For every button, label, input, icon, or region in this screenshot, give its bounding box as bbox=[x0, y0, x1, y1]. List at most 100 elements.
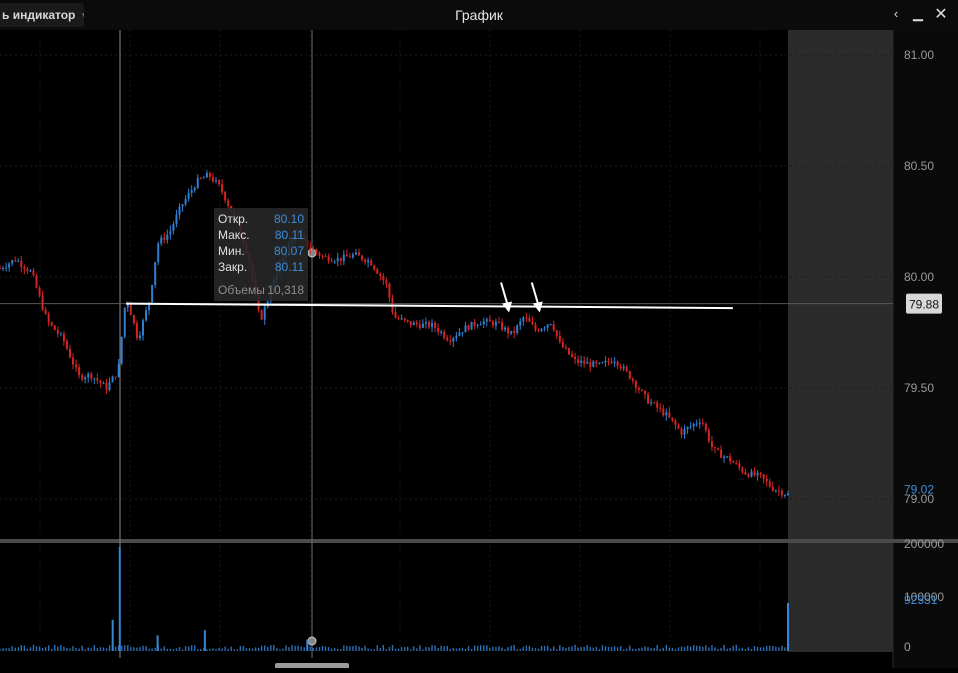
candle bbox=[516, 325, 519, 333]
candle bbox=[662, 408, 665, 416]
chevron-left-icon[interactable]: ‹ bbox=[893, 6, 899, 21]
candle bbox=[184, 198, 187, 205]
candle bbox=[653, 402, 656, 404]
candle bbox=[485, 319, 488, 322]
candle bbox=[604, 360, 607, 363]
candle bbox=[601, 362, 604, 364]
candle bbox=[507, 327, 510, 334]
candle bbox=[589, 362, 592, 367]
annotation-arrow-head bbox=[502, 301, 513, 313]
volume-axis-tick-label: 100000 bbox=[904, 590, 944, 604]
candle bbox=[351, 254, 354, 258]
candle bbox=[561, 341, 564, 348]
horizontal-scrollbar-thumb[interactable] bbox=[275, 663, 349, 668]
volume-value: 10,318 bbox=[267, 283, 304, 297]
candle bbox=[11, 260, 14, 264]
volume-axis-tick-label: 0 bbox=[904, 640, 911, 654]
candle bbox=[151, 285, 154, 303]
candle bbox=[8, 263, 11, 268]
candle bbox=[449, 340, 452, 342]
window-title: График bbox=[455, 7, 503, 23]
volume-axis-tick-label: 200000 bbox=[904, 537, 944, 551]
close-icon[interactable]: ✕ bbox=[934, 6, 948, 23]
candle bbox=[141, 320, 144, 336]
candle bbox=[59, 333, 62, 335]
candle bbox=[388, 283, 391, 298]
candle bbox=[415, 322, 418, 325]
candle bbox=[333, 261, 336, 263]
candle bbox=[427, 322, 430, 328]
candle bbox=[2, 268, 5, 270]
candle bbox=[202, 177, 205, 179]
candle bbox=[102, 382, 105, 384]
candle bbox=[692, 423, 695, 427]
candle bbox=[695, 423, 698, 425]
candle bbox=[665, 412, 668, 416]
candle bbox=[656, 402, 659, 408]
candle bbox=[771, 486, 774, 491]
candle bbox=[744, 472, 747, 475]
candle bbox=[20, 260, 23, 267]
candle bbox=[96, 378, 99, 381]
candle bbox=[738, 463, 741, 468]
candle bbox=[488, 319, 491, 322]
candle bbox=[497, 321, 500, 323]
candle bbox=[528, 317, 531, 322]
candle bbox=[126, 302, 129, 308]
candle bbox=[218, 180, 221, 185]
candle bbox=[394, 312, 397, 318]
minimize-icon[interactable]: ▁ bbox=[913, 6, 923, 21]
chart-area[interactable]: 81.00 80.50 80.00 79.50 79.00 79.02 79.88 20000… bbox=[0, 30, 958, 673]
candle bbox=[23, 266, 26, 270]
candle bbox=[120, 336, 123, 364]
candle bbox=[379, 273, 382, 277]
add-indicator-button[interactable]: ь индикатор ▼ bbox=[0, 3, 84, 27]
candle bbox=[65, 341, 68, 349]
candle bbox=[108, 382, 111, 391]
candle bbox=[580, 360, 583, 363]
candle bbox=[683, 429, 686, 435]
candle bbox=[397, 317, 400, 319]
candle bbox=[348, 256, 351, 258]
candle bbox=[701, 422, 704, 424]
candle bbox=[732, 461, 735, 463]
candle bbox=[574, 356, 577, 360]
candle bbox=[555, 330, 558, 336]
candle bbox=[172, 224, 175, 231]
candle bbox=[354, 252, 357, 255]
candle bbox=[765, 478, 768, 482]
price-axis-panel bbox=[893, 30, 958, 668]
future-shaded-area bbox=[788, 30, 893, 652]
candle bbox=[370, 260, 373, 266]
candle bbox=[208, 172, 211, 177]
candle bbox=[330, 261, 333, 263]
candle bbox=[181, 204, 184, 207]
candle bbox=[735, 462, 738, 464]
candle bbox=[467, 325, 470, 330]
candle bbox=[178, 206, 181, 215]
candle bbox=[759, 472, 762, 475]
candle bbox=[111, 376, 114, 383]
candle bbox=[625, 366, 628, 372]
candle bbox=[132, 315, 135, 324]
candle bbox=[610, 361, 613, 364]
candle bbox=[145, 310, 148, 321]
candle bbox=[631, 378, 634, 382]
crosshair-price-dot bbox=[307, 248, 317, 258]
candle bbox=[640, 389, 643, 391]
candle bbox=[87, 373, 90, 378]
candle bbox=[564, 347, 567, 349]
candle bbox=[327, 256, 330, 262]
candle bbox=[211, 176, 214, 182]
candle bbox=[543, 327, 546, 329]
candle bbox=[72, 357, 75, 365]
candle bbox=[458, 332, 461, 336]
candle bbox=[38, 287, 41, 296]
candle bbox=[14, 260, 17, 262]
candle bbox=[154, 262, 157, 286]
candle bbox=[336, 257, 339, 262]
candle bbox=[84, 377, 87, 380]
candle bbox=[577, 359, 580, 363]
candle bbox=[318, 252, 321, 256]
